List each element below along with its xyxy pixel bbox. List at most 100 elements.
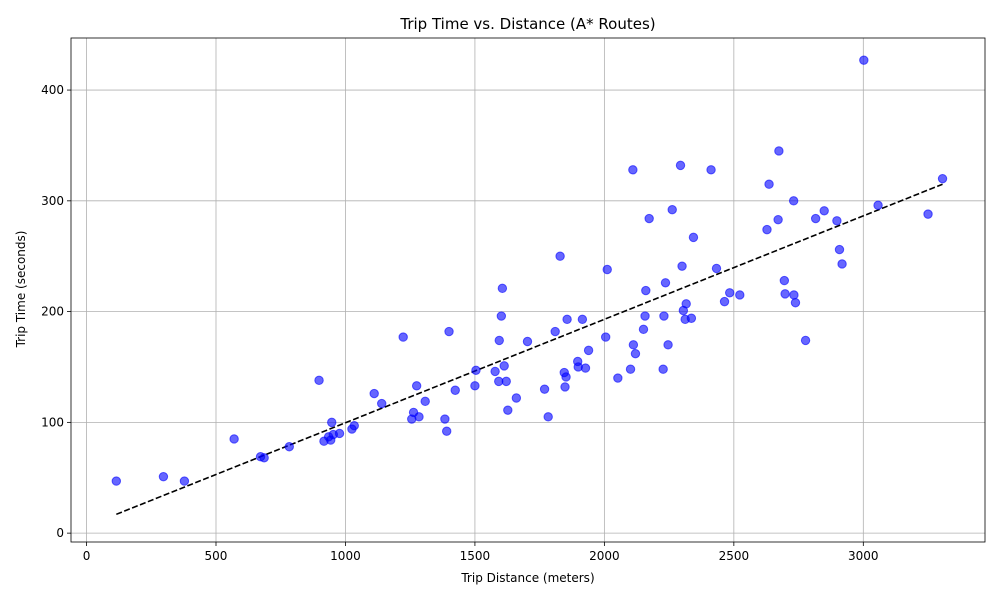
data-point <box>686 313 697 323</box>
data-point <box>873 200 883 210</box>
data-point <box>644 213 654 224</box>
x-axis-label: Trip Distance (meters) <box>460 571 594 585</box>
data-point <box>499 361 509 371</box>
trend-line-layer <box>116 183 943 516</box>
data-point <box>349 420 359 431</box>
data-point <box>638 324 649 335</box>
grid-lines <box>71 38 985 542</box>
data-point <box>259 453 269 463</box>
x-tick-label: 2500 <box>719 549 750 563</box>
data-point <box>334 428 345 439</box>
data-point <box>441 426 452 436</box>
x-axis-ticks: 0 500 1000 1500 2000 2500 3000 <box>83 542 879 563</box>
data-point <box>832 216 842 226</box>
data-point <box>539 384 550 394</box>
data-points <box>111 55 948 486</box>
data-point <box>663 340 673 350</box>
data-point <box>494 335 504 346</box>
data-point <box>688 232 699 243</box>
data-point <box>789 290 799 300</box>
data-point <box>667 204 677 215</box>
data-point <box>229 434 239 444</box>
data-point <box>613 373 623 383</box>
data-point <box>503 405 513 415</box>
data-point <box>522 336 533 347</box>
data-point <box>735 290 745 300</box>
x-tick-label: 1500 <box>460 549 491 563</box>
data-point <box>111 476 122 486</box>
x-tick-label: 500 <box>205 549 228 563</box>
plot-frame <box>70 37 986 543</box>
data-point <box>414 412 424 422</box>
data-point <box>555 251 565 261</box>
data-point <box>450 385 460 395</box>
data-point <box>834 244 845 255</box>
data-point <box>658 364 668 374</box>
data-point <box>837 259 847 269</box>
data-point <box>780 289 790 299</box>
data-point <box>810 213 821 224</box>
data-point <box>711 263 722 274</box>
data-point <box>496 311 507 321</box>
data-point <box>497 283 508 294</box>
x-tick-label: 0 <box>83 549 91 563</box>
data-point <box>440 414 450 424</box>
trend-line <box>116 183 943 516</box>
data-point <box>788 196 799 206</box>
y-tick-label: 200 <box>41 305 64 319</box>
data-point <box>628 165 638 175</box>
data-point <box>625 364 636 374</box>
data-point <box>511 393 522 403</box>
data-point <box>628 340 639 350</box>
data-point <box>314 375 324 385</box>
y-tick-label: 100 <box>41 415 64 429</box>
data-point <box>577 314 588 325</box>
data-point <box>677 261 687 271</box>
data-point <box>681 299 691 309</box>
data-point <box>640 311 650 321</box>
data-point <box>420 396 430 407</box>
data-point <box>562 314 572 325</box>
data-point <box>937 173 948 184</box>
data-point <box>790 298 801 308</box>
data-point <box>550 326 560 337</box>
y-tick-label: 300 <box>41 194 64 208</box>
data-point <box>600 332 611 342</box>
data-point <box>543 412 553 422</box>
data-point <box>444 326 454 337</box>
data-point <box>580 363 591 373</box>
data-point <box>327 417 337 428</box>
x-tick-label: 3000 <box>848 549 879 563</box>
data-point <box>369 388 379 399</box>
data-point <box>675 160 686 171</box>
y-axis-label: Trip Time (seconds) <box>14 231 28 349</box>
data-point <box>398 332 408 342</box>
chart-title: Trip Time vs. Distance (A* Routes) <box>399 15 655 33</box>
data-point <box>773 214 783 225</box>
data-point <box>859 55 869 65</box>
data-point <box>630 348 641 359</box>
data-point <box>774 146 784 156</box>
x-tick-label: 2000 <box>589 549 620 563</box>
data-point <box>284 442 294 452</box>
data-point <box>725 288 735 298</box>
data-point <box>719 296 730 307</box>
data-point <box>411 381 422 391</box>
y-axis-ticks: 0 100 200 300 400 <box>41 83 71 540</box>
data-point <box>501 376 511 387</box>
data-point <box>706 165 716 175</box>
data-point <box>819 206 829 216</box>
data-point <box>560 382 570 392</box>
data-point <box>377 398 387 409</box>
data-point <box>779 275 790 286</box>
x-tick-label: 1000 <box>330 549 361 563</box>
y-tick-label: 0 <box>56 526 64 540</box>
data-point <box>923 209 933 219</box>
data-point <box>764 179 774 189</box>
data-point <box>561 372 571 382</box>
data-point <box>762 224 772 235</box>
data-point <box>583 345 594 356</box>
data-point <box>158 471 169 482</box>
